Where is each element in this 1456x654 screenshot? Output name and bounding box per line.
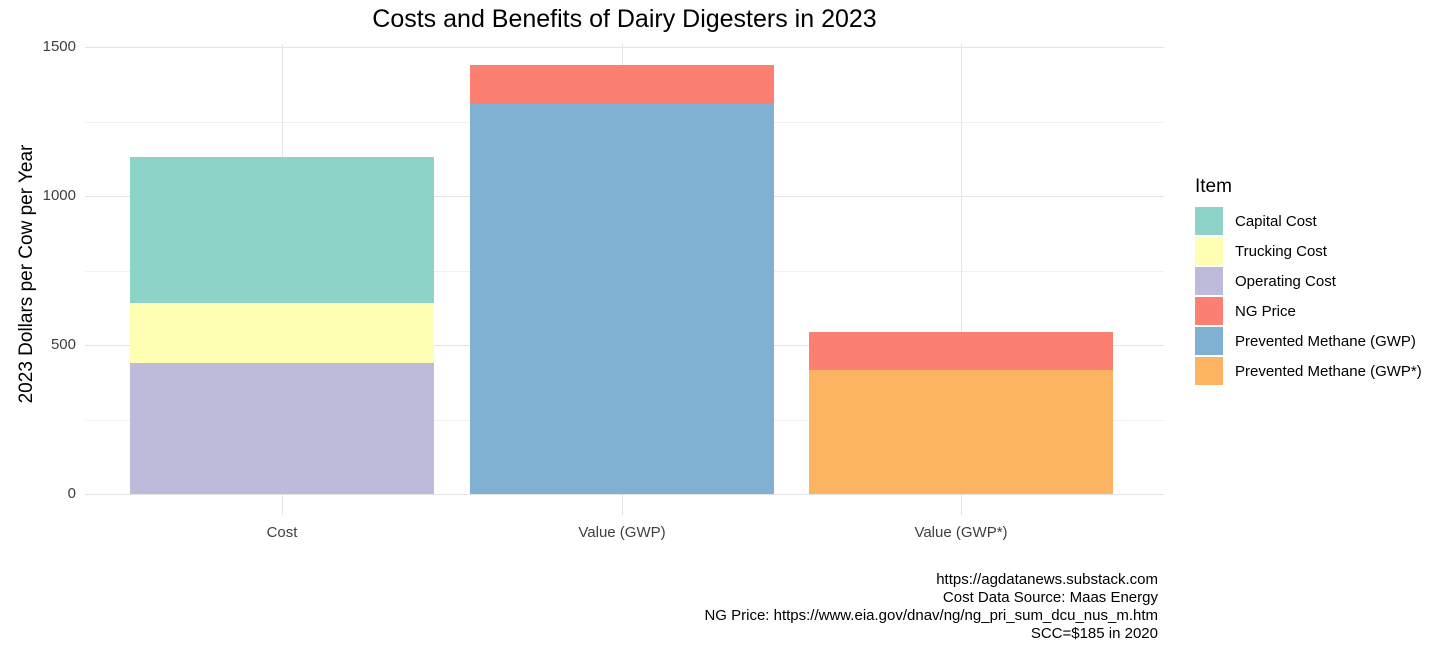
legend-item-trucking-cost: Trucking Cost xyxy=(1195,237,1422,265)
major-gridline-0 xyxy=(85,494,1164,495)
x-tick-label-value-gwp: Value (GWP) xyxy=(578,524,666,541)
legend-item-operating-cost: Operating Cost xyxy=(1195,267,1422,295)
plot-panel xyxy=(85,44,1164,515)
legend-label-prevented-methane-gwp: Prevented Methane (GWP*) xyxy=(1235,362,1422,380)
legend-label-capital-cost: Capital Cost xyxy=(1235,212,1317,230)
legend-swatch-ng-price xyxy=(1195,297,1223,325)
legend-swatch-operating-cost xyxy=(1195,267,1223,295)
legend-item-prevented-methane-gwp: Prevented Methane (GWP*) xyxy=(1195,357,1422,385)
bar-segment-cost-capital-cost xyxy=(130,157,434,304)
caption-line-3: NG Price: https://www.eia.gov/dnav/ng/ng… xyxy=(704,607,1158,624)
legend-title: Item xyxy=(1195,176,1232,197)
y-tick-label-1000: 1000 xyxy=(42,187,76,204)
legend-swatch-prevented-methane-gwp xyxy=(1195,327,1223,355)
bar-segment-cost-trucking-cost xyxy=(130,303,434,363)
vertical-gridline-value-gwp xyxy=(961,44,962,515)
y-tick-label-1500: 1500 xyxy=(42,38,76,55)
x-tick-label-cost: Cost xyxy=(266,524,298,541)
legend-item-prevented-methane-gwp: Prevented Methane (GWP) xyxy=(1195,327,1422,355)
legend-swatch-prevented-methane-gwp xyxy=(1195,357,1223,385)
y-axis-title: 2023 Dollars per Cow per Year xyxy=(16,144,37,404)
caption-line-4: SCC=$185 in 2020 xyxy=(1030,625,1158,642)
bar-segment-value-gwp-prevented-methane-gwp xyxy=(470,103,774,494)
legend-items: Capital Cost Trucking Cost Operating Cost N… xyxy=(1195,207,1422,385)
bar-segment-value-gwp-ng-price xyxy=(809,331,1113,371)
legend-label-operating-cost: Operating Cost xyxy=(1235,272,1336,290)
legend-item-ng-price: NG Price xyxy=(1195,297,1422,325)
legend: Item Capital Cost Trucking Cost Operating … xyxy=(1195,176,1422,387)
major-gridline-1500 xyxy=(85,47,1164,48)
bar-segment-value-gwp-ng-price xyxy=(470,65,774,104)
legend-swatch-trucking-cost xyxy=(1195,237,1223,265)
legend-item-capital-cost: Capital Cost xyxy=(1195,207,1422,235)
y-tick-label-0: 0 xyxy=(67,485,76,502)
legend-label-prevented-methane-gwp: Prevented Methane (GWP) xyxy=(1235,332,1416,350)
caption-line-2: Cost Data Source: Maas Energy xyxy=(942,589,1158,606)
legend-label-ng-price: NG Price xyxy=(1235,302,1296,320)
legend-swatch-capital-cost xyxy=(1195,207,1223,235)
x-tick-label-value-gwp: Value (GWP*) xyxy=(914,524,1008,541)
y-tick-label-500: 500 xyxy=(50,336,76,353)
chart-title: Costs and Benefits of Dairy Digesters in… xyxy=(372,5,877,33)
bar-segment-cost-operating-cost xyxy=(130,362,434,494)
caption: https://agdatanews.substack.com Cost Data… xyxy=(704,571,1158,643)
caption-line-1: https://agdatanews.substack.com xyxy=(936,571,1158,588)
legend-label-trucking-cost: Trucking Cost xyxy=(1235,242,1327,260)
bar-segment-value-gwp-prevented-methane-gwp xyxy=(809,370,1113,494)
